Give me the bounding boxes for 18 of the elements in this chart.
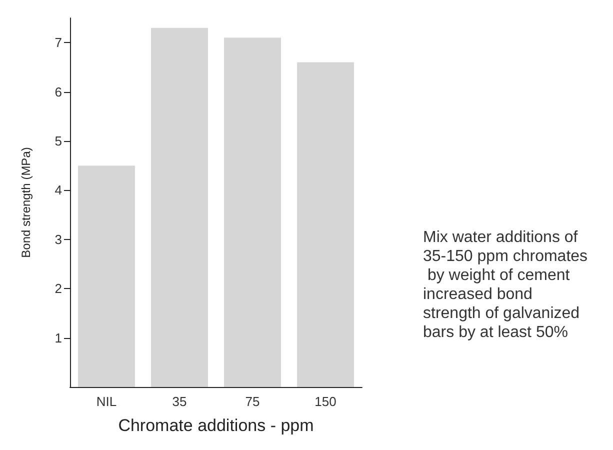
y-tick-label: 6 xyxy=(54,84,62,100)
bar xyxy=(78,166,135,387)
bar xyxy=(297,62,354,387)
y-tick-label: 1 xyxy=(54,330,62,346)
y-tick-label: 2 xyxy=(54,281,62,296)
x-tick-label: 150 xyxy=(314,394,336,409)
y-tick-label: 3 xyxy=(54,232,62,247)
y-tick-label: 7 xyxy=(54,35,62,50)
x-tick-label: 75 xyxy=(245,394,260,409)
text: Mix water additions of 35-150 ppm chromates by weight of cement increased bond strength of galvanized bars by at least 50% xyxy=(423,229,588,341)
x-axis-title: Chromate additions - ppm xyxy=(118,416,314,435)
bar xyxy=(224,38,281,387)
x-tick-label: 35 xyxy=(172,394,187,409)
y-tick-label: 5 xyxy=(54,134,62,148)
bar xyxy=(151,28,208,387)
y-axis-title: Bond strength (MPa) xyxy=(19,147,33,258)
y-tick-label: 4 xyxy=(54,182,62,198)
x-tick-label: NIL xyxy=(96,394,117,409)
